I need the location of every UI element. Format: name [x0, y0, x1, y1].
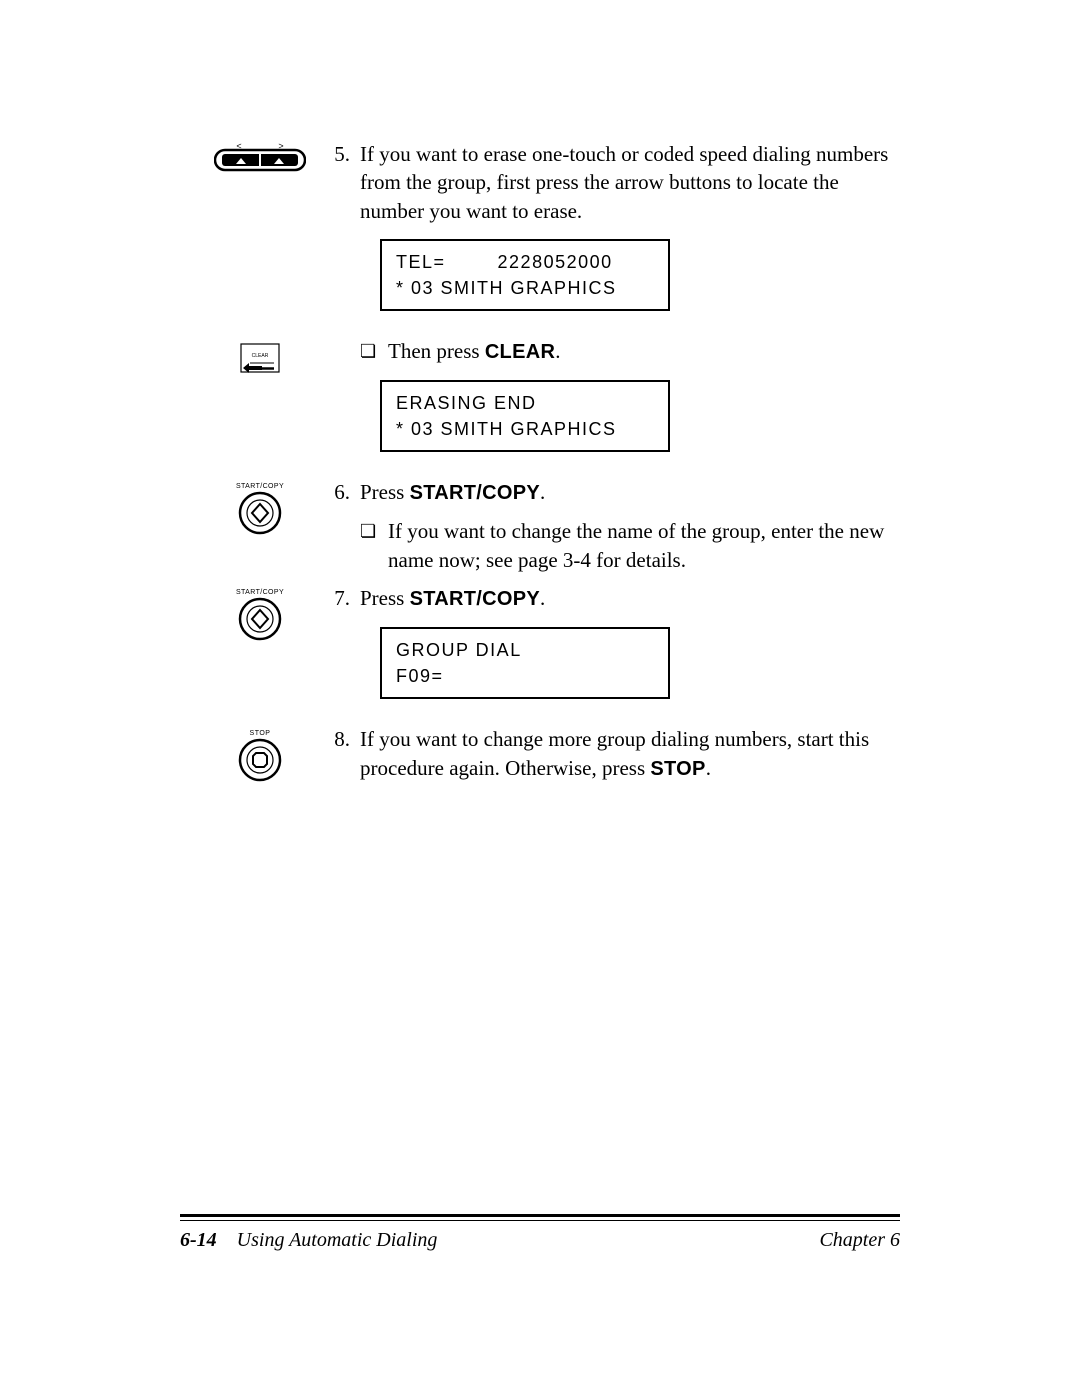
svg-text:START/COPY: START/COPY — [236, 589, 284, 596]
lcd3-line2: F09= — [396, 666, 444, 686]
step-6-number: 6. — [320, 478, 360, 506]
svg-text:<: < — [236, 142, 241, 151]
lcd-display-2: ERASING END * 03 SMITH GRAPHICS — [380, 380, 670, 452]
clear-substep-text: Then press CLEAR. — [388, 337, 900, 366]
lcd3-line1: GROUP DIAL — [396, 640, 522, 660]
step-7-row: START/COPY 7. Press START/COPY. GROUP DI… — [200, 584, 900, 715]
step-6-text: Press START/COPY. — [360, 478, 900, 507]
start-copy-icon-1: START/COPY — [200, 478, 320, 538]
page: < > 5. If you want to erase one-touch or… — [0, 0, 1080, 1397]
svg-text:CLEAR: CLEAR — [252, 353, 269, 359]
step-6-subtext: If you want to change the name of the gr… — [388, 517, 900, 574]
step-7-number: 7. — [320, 584, 360, 612]
footer-title: Using Automatic Dialing — [237, 1229, 438, 1251]
svg-text:>: > — [278, 142, 283, 151]
lcd1-line2: * 03 SMITH GRAPHICS — [396, 278, 617, 298]
svg-text:STOP: STOP — [250, 730, 271, 737]
step-8-text: If you want to change more group dialing… — [360, 725, 900, 782]
step-5-row: < > 5. If you want to erase one-touch or… — [200, 140, 900, 327]
clear-button-icon: CLEAR — [200, 337, 320, 375]
step-8-number: 8. — [320, 725, 360, 753]
page-number: 6-14 — [180, 1229, 217, 1251]
footer-chapter: Chapter 6 — [819, 1229, 900, 1252]
svg-text:START/COPY: START/COPY — [236, 483, 284, 490]
bullet-marker: ❏ — [360, 337, 388, 363]
lcd1-line1: TEL= 2228052000 — [396, 252, 613, 272]
stop-button-icon: STOP — [200, 725, 320, 785]
lcd2-line1: ERASING END — [396, 393, 537, 413]
step-6-row: START/COPY 6. Press START/COPY. ❏ If you… — [200, 478, 900, 574]
step-5-text: If you want to erase one-touch or coded … — [360, 140, 900, 225]
step-5-number: 5. — [320, 140, 360, 168]
lcd-display-1: TEL= 2228052000 * 03 SMITH GRAPHICS — [380, 239, 670, 311]
arrow-buttons-icon: < > — [200, 140, 320, 176]
footer-left: 6-14 Using Automatic Dialing — [180, 1229, 437, 1252]
lcd-display-3: GROUP DIAL F09= — [380, 627, 670, 699]
step-7-text: Press START/COPY. — [360, 584, 900, 613]
clear-substep-row: CLEAR ❏ Then press CLEAR. ERASING END * … — [200, 337, 900, 468]
start-copy-icon-2: START/COPY — [200, 584, 320, 644]
page-footer: 6-14 Using Automatic Dialing Chapter 6 — [180, 1214, 900, 1252]
lcd2-line2: * 03 SMITH GRAPHICS — [396, 419, 617, 439]
step-8-row: STOP 8. If you want to change more group… — [200, 725, 900, 785]
bullet-marker: ❏ — [360, 517, 388, 543]
